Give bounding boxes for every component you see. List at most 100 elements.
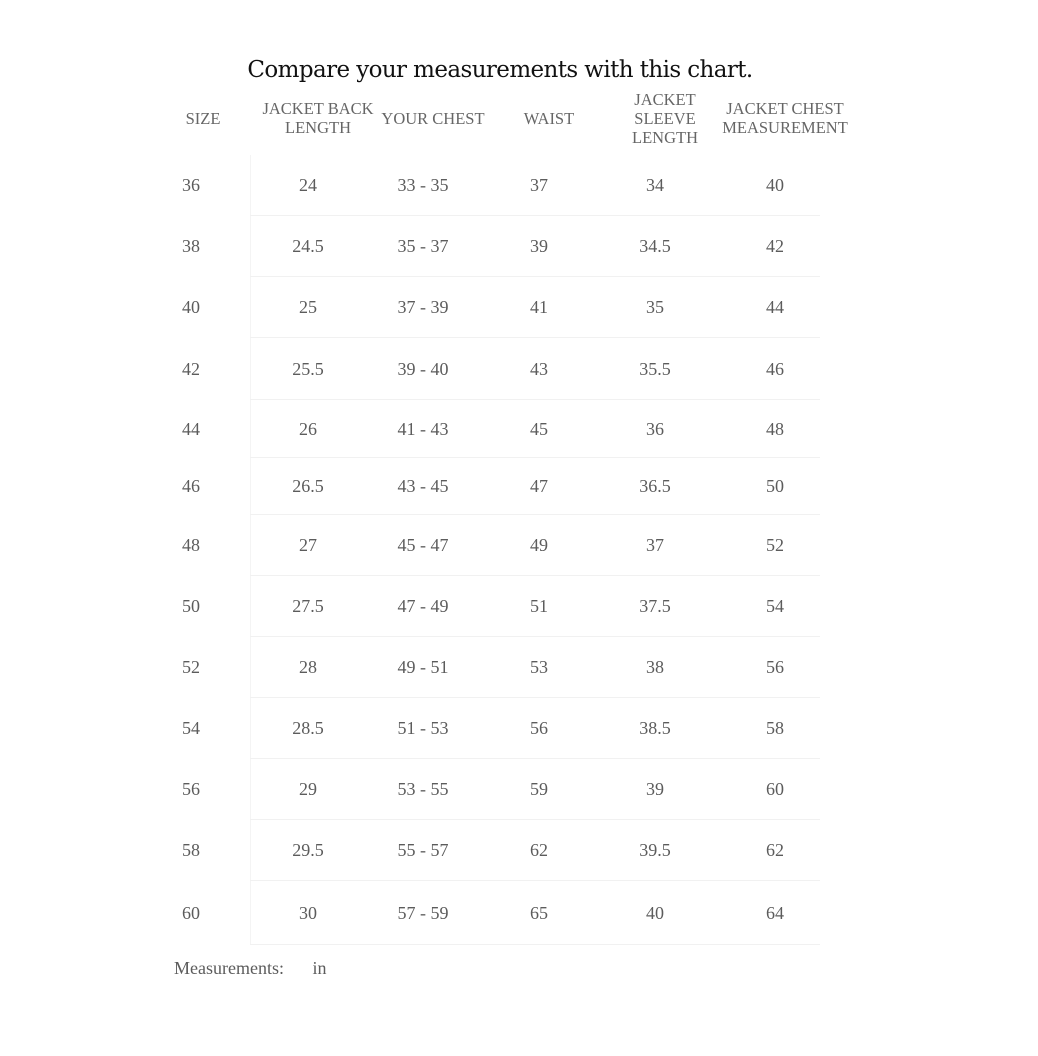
table-cell: 64 (766, 902, 784, 923)
table-cell: 24.5 (292, 236, 324, 256)
table-cell: 56 (182, 779, 200, 799)
measurements-unit: in (312, 958, 327, 978)
table-cell: 44 (766, 297, 784, 317)
table-cell: 48 (182, 535, 200, 555)
table-cell: 36 (182, 175, 200, 195)
row-divider (250, 215, 820, 216)
table-cell: 27.5 (292, 596, 324, 616)
table-cell: 34 (646, 175, 664, 195)
table-cell: 24 (299, 175, 317, 195)
table-cell: 48 (766, 418, 784, 439)
table-cell: 28 (299, 657, 317, 677)
row-divider (250, 819, 820, 820)
table-cell: 26 (299, 418, 317, 439)
table-cell: 37.5 (639, 596, 671, 616)
row-divider (250, 276, 820, 277)
column-header: JACKET BACK LENGTH (262, 99, 374, 137)
table-cell: 60 (766, 779, 784, 799)
table-cell: 50 (766, 476, 784, 496)
table-cell: 56 (766, 657, 784, 677)
table-cell: 37 (530, 175, 548, 195)
measurement-unit-note: Measurements: in (174, 958, 326, 979)
row-divider (250, 575, 820, 576)
row-divider (250, 636, 820, 637)
table-cell: 40 (182, 297, 200, 317)
column-header: WAIST (523, 108, 575, 128)
table-cell: 46 (766, 358, 784, 379)
table-cell: 35.5 (639, 358, 671, 379)
table-cell: 39.5 (639, 840, 671, 860)
table-cell: 37 - 39 (397, 297, 449, 317)
table-cell: 42 (766, 236, 784, 256)
table-cell: 53 (530, 657, 548, 677)
table-row: 44 26 41 - 43 45 36 48 (170, 400, 830, 458)
table-cell: 41 - 43 (397, 418, 449, 439)
table-cell: 29.5 (292, 840, 324, 860)
table-cell: 54 (766, 596, 784, 616)
table-cell: 42 (182, 358, 200, 379)
table-row: 54 28.5 51 - 53 56 38.5 58 (170, 698, 830, 759)
table-cell: 50 (182, 596, 200, 616)
table-cell: 38 (646, 657, 664, 677)
table-cell: 51 (530, 596, 548, 616)
measurements-label: Measurements: (174, 958, 284, 978)
table-cell: 54 (182, 718, 200, 738)
table-row: 50 27.5 47 - 49 51 37.5 54 (170, 576, 830, 637)
table-cell: 59 (530, 779, 548, 799)
chart-title: Compare your measurements with this char… (247, 57, 753, 83)
table-cell: 65 (530, 902, 548, 923)
table-cell: 40 (766, 175, 784, 195)
table-cell: 29 (299, 779, 317, 799)
table-cell: 53 - 55 (397, 779, 449, 799)
table-cell: 25 (299, 297, 317, 317)
table-row: 56 29 53 - 55 59 39 60 (170, 759, 830, 820)
table-cell: 30 (299, 902, 317, 923)
table-row: 48 27 45 - 47 49 37 52 (170, 515, 830, 576)
table-row: 52 28 49 - 51 53 38 56 (170, 637, 830, 698)
row-divider (250, 457, 820, 458)
column-header: JACKET SLEEVE LENGTH (632, 89, 698, 147)
table-cell: 40 (646, 902, 664, 923)
table-cell: 51 - 53 (397, 718, 449, 738)
table-cell: 58 (182, 840, 200, 860)
row-divider (250, 514, 820, 515)
table-cell: 25.5 (292, 358, 324, 379)
table-cell: 55 - 57 (397, 840, 449, 860)
column-header: SIZE (185, 108, 221, 128)
table-cell: 39 (530, 236, 548, 256)
table-cell: 41 (530, 297, 548, 317)
table-cell: 44 (182, 418, 200, 439)
table-cell: 43 (530, 358, 548, 379)
row-divider (250, 758, 820, 759)
row-divider (250, 399, 820, 400)
table-cell: 58 (766, 718, 784, 738)
table-row: 36 24 33 - 35 37 34 40 (170, 155, 830, 216)
table-cell: 34.5 (639, 236, 671, 256)
table-cell: 28.5 (292, 718, 324, 738)
table-cell: 33 - 35 (397, 175, 449, 195)
table-cell: 47 - 49 (397, 596, 449, 616)
table-cell: 45 - 47 (397, 535, 449, 555)
table-cell: 52 (182, 657, 200, 677)
table-cell: 62 (530, 840, 548, 860)
table-cell: 60 (182, 902, 200, 923)
table-cell: 39 (646, 779, 664, 799)
table-cell: 45 (530, 418, 548, 439)
table-cell: 38 (182, 236, 200, 256)
table-cell: 39 - 40 (397, 358, 449, 379)
table-cell: 35 - 37 (397, 236, 449, 256)
column-header: JACKET CHEST MEASUREMENT (722, 99, 848, 137)
table-cell: 57 - 59 (397, 902, 449, 923)
table-cell: 27 (299, 535, 317, 555)
column-header: YOUR CHEST (381, 108, 485, 128)
table-cell: 52 (766, 535, 784, 555)
row-divider (250, 337, 820, 338)
table-cell: 26.5 (292, 476, 324, 496)
row-divider (250, 944, 820, 945)
table-row: 58 29.5 55 - 57 62 39.5 62 (170, 820, 830, 881)
table-cell: 49 (530, 535, 548, 555)
row-divider (250, 880, 820, 881)
table-cell: 49 - 51 (397, 657, 449, 677)
table-cell: 36.5 (639, 476, 671, 496)
table-cell: 43 - 45 (397, 476, 449, 496)
